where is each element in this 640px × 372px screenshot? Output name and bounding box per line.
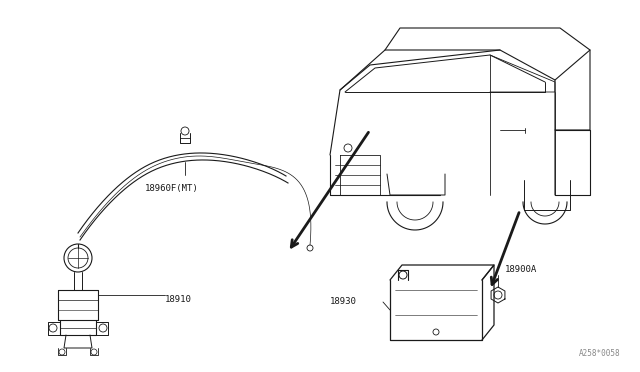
Text: 18930: 18930 bbox=[330, 298, 357, 307]
Text: A258*0058: A258*0058 bbox=[579, 349, 620, 358]
Text: 18900A: 18900A bbox=[505, 266, 537, 275]
Text: 18910: 18910 bbox=[165, 295, 192, 305]
Text: 18960F(MT): 18960F(MT) bbox=[145, 183, 199, 192]
